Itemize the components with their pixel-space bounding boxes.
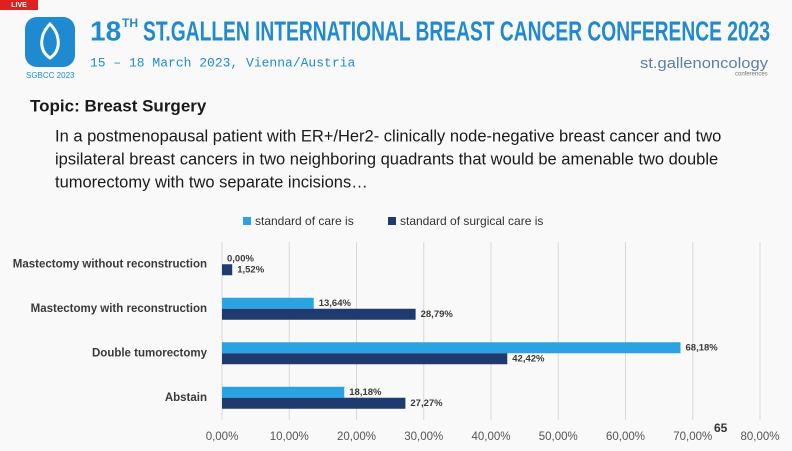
category-label: Mastectomy with reconstruction [31, 303, 207, 315]
live-badge-text: LIVE [11, 2, 27, 9]
value-label: 0,00% [227, 253, 254, 264]
logo-caption: SGBCC 2023 [26, 71, 75, 80]
value-label: 42,42% [512, 353, 545, 364]
question-line: tumorectomy with two separate incisions… [55, 173, 368, 191]
legend-label: standard of surgical care is [400, 214, 543, 228]
brand-sub: conferences [735, 72, 768, 78]
legend-label: standard of care is [255, 214, 354, 228]
live-badge [0, 0, 38, 10]
legend-swatch [388, 217, 396, 225]
title-number: 18 [90, 15, 121, 46]
bar [222, 386, 345, 398]
bar [222, 297, 314, 309]
value-label: 18,18% [349, 387, 382, 398]
value-label: 27,27% [410, 398, 443, 409]
bar [222, 308, 416, 320]
question: In a postmenopausal patient with ER+/Her… [55, 127, 721, 191]
x-tick-label: 40,00% [471, 431, 510, 443]
category-label: Double tumorectomy [92, 347, 208, 359]
x-tick-label: 20,00% [337, 431, 376, 443]
title-suffix: TH [122, 16, 138, 30]
x-tick-label: 30,00% [404, 431, 443, 443]
x-tick-label: 50,00% [539, 431, 578, 443]
x-tick-label: 60,00% [606, 431, 645, 443]
brand: st.gallenoncology [640, 55, 769, 72]
category-label: Abstain [165, 392, 207, 404]
value-label: 68,18% [686, 342, 719, 353]
question-line: In a postmenopausal patient with ER+/Her… [55, 127, 721, 145]
page-number: 65 [714, 421, 728, 435]
value-label: 13,64% [319, 298, 352, 309]
value-label: 28,79% [421, 309, 454, 320]
subtitle: 15 – 18 March 2023, Vienna/Austria [90, 55, 355, 70]
logo-shape [40, 21, 60, 60]
bar [222, 264, 233, 276]
x-tick-label: 0,00% [206, 431, 239, 443]
bar [222, 342, 681, 354]
logo-icon [25, 17, 75, 67]
legend-swatch [243, 217, 251, 225]
title: ST.GALLEN INTERNATIONAL BREAST CANCER CO… [143, 15, 770, 46]
category-label: Mastectomy without reconstruction [13, 258, 207, 270]
bar [222, 397, 406, 409]
bar [222, 353, 508, 365]
x-tick-label: 10,00% [270, 431, 309, 443]
topic: Topic: Breast Surgery [30, 96, 207, 115]
x-tick-label: 70,00% [673, 431, 712, 443]
question-line: ipsilateral breast cancers in two neighb… [55, 150, 718, 168]
x-tick-label: 80,00% [740, 431, 779, 443]
value-label: 1,52% [237, 264, 264, 275]
